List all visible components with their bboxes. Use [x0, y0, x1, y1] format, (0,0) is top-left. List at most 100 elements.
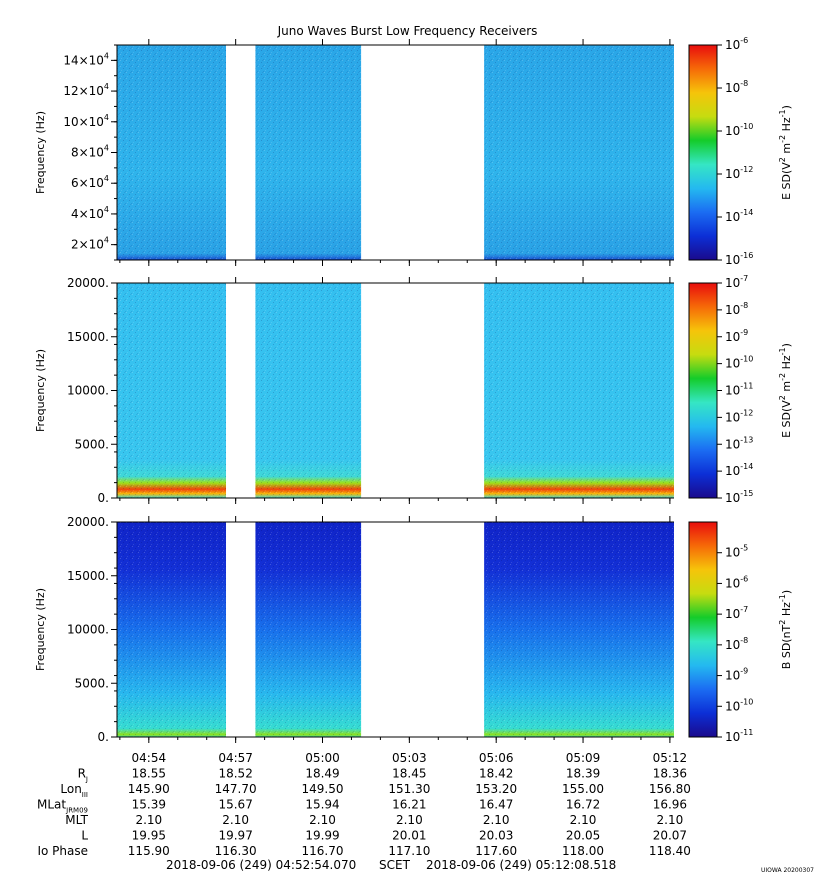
colorbar-tick-label: 10-14 — [725, 462, 753, 478]
colorbar-tick-label: 10-12 — [725, 165, 753, 181]
y-tick-label: 5000. — [75, 437, 109, 451]
credit-label: UIOWA 20200307 — [761, 867, 814, 874]
colorbar-tick-label: 10-6 — [725, 36, 748, 52]
ephemeris-value: 2.10 — [396, 813, 423, 827]
spectrogram-texture — [117, 522, 227, 737]
ephemeris-value: 19.99 — [305, 829, 339, 843]
ephemeris-value: 18.39 — [566, 767, 600, 781]
x-tick-label: 05:00 — [305, 751, 340, 765]
ephemeris-value: 116.30 — [215, 844, 257, 858]
colorbar-label: B SD(nT2 Hz-1) — [778, 590, 793, 669]
spectrogram-texture — [484, 283, 674, 498]
ephemeris-value: 145.90 — [128, 782, 170, 796]
ephemeris-value: 147.70 — [215, 782, 257, 796]
ephemeris-value: 20.03 — [479, 829, 513, 843]
spectrogram-panels: 2×104 4×104 6×104 8×104 10×104 12×104 14×104 Fr… — [34, 39, 674, 744]
spectrogram-texture — [255, 283, 362, 498]
colorbar-tick-label: 10-6 — [725, 574, 748, 590]
ephemeris-row-label: LonIII — [60, 782, 88, 799]
y-tick-label: 20000. — [67, 276, 109, 290]
ephemeris-value: 15.67 — [218, 798, 252, 812]
ephemeris-value: 155.00 — [562, 782, 604, 796]
ephemeris-value: 18.36 — [653, 767, 687, 781]
ephemeris-value: 118.00 — [562, 844, 604, 858]
ephemeris-value: 2.10 — [309, 813, 336, 827]
y-axis-label: Frequency (Hz) — [34, 349, 47, 432]
ephemeris-value: 118.40 — [649, 844, 691, 858]
x-tick-label: 04:54 — [132, 751, 167, 765]
colorbar — [688, 282, 718, 499]
y-axis-label: Frequency (Hz) — [34, 588, 47, 671]
ephemeris-value: 18.49 — [305, 767, 339, 781]
start-time-label: 2018-09-06 (249) 04:52:54.070 — [166, 858, 356, 872]
ephemeris-value: 2.10 — [222, 813, 249, 827]
colorbar — [688, 44, 718, 261]
colorbar-tick-label: 10-14 — [725, 208, 753, 224]
ephemeris-value: 18.45 — [392, 767, 426, 781]
x-tick-label: 04:57 — [218, 751, 253, 765]
ephemeris-value: 20.07 — [653, 829, 687, 843]
end-time-label: 2018-09-06 (249) 05:12:08.518 — [426, 858, 616, 872]
spectrogram-texture — [117, 283, 227, 498]
ephemeris-value: 18.52 — [218, 767, 252, 781]
spectrogram-texture — [484, 522, 674, 737]
y-tick-label: 12×104 — [63, 82, 109, 98]
ephemeris-value: 153.20 — [475, 782, 517, 796]
ephemeris-row-label: L — [81, 829, 88, 843]
colorbar-tick-label: 10-5 — [725, 544, 748, 560]
ephemeris-value: 2.10 — [483, 813, 510, 827]
ephemeris-value: 156.80 — [649, 782, 691, 796]
ephemeris-value: 16.72 — [566, 798, 600, 812]
y-tick-label: 15000. — [67, 569, 109, 583]
colorbar-label: E SD(V2 m-2 Hz-1) — [778, 343, 793, 438]
ephemeris-row-label: MLatJRM09 — [37, 798, 88, 815]
ephemeris-value: 149.50 — [302, 782, 344, 796]
y-tick-label: 0. — [98, 491, 109, 505]
y-tick-label: 5000. — [75, 676, 109, 690]
colorbar-tick-label: 10-9 — [725, 328, 748, 344]
ephemeris-value: 117.10 — [388, 844, 430, 858]
y-tick-label: 10000. — [67, 384, 109, 398]
y-tick-label: 10×104 — [63, 113, 109, 129]
y-tick-label: 8×104 — [71, 144, 109, 160]
ephemeris-value: 16.96 — [653, 798, 687, 812]
footer: 2018-09-06 (249) 04:52:54.070 SCET 2018-09… — [166, 858, 814, 874]
chart-title: Juno Waves Burst Low Frequency Receivers — [277, 24, 538, 38]
colorbar-tick-label: 10-16 — [725, 251, 753, 267]
colorbar-tick-label: 10-9 — [725, 667, 748, 683]
colorbar-tick-label: 10-10 — [725, 355, 753, 371]
ephemeris-value: 116.70 — [302, 844, 344, 858]
colorbar-tick-label: 10-11 — [725, 382, 753, 398]
ephemeris-value: 115.90 — [128, 844, 170, 858]
ephemeris-value: 19.95 — [132, 829, 166, 843]
x-tick-label: 05:12 — [653, 751, 688, 765]
colorbar-tick-label: 10-8 — [725, 301, 748, 317]
spectrogram-texture — [255, 45, 362, 260]
colorbar-tick-label: 10-10 — [725, 122, 753, 138]
colorbar-tick-label: 10-8 — [725, 79, 748, 95]
ephemeris-value: 18.55 — [132, 767, 166, 781]
y-tick-label: 14×104 — [63, 51, 109, 67]
y-tick-label: 10000. — [67, 623, 109, 637]
y-tick-label: 2×104 — [71, 236, 109, 252]
ephemeris-value: 15.39 — [132, 798, 166, 812]
x-tick-label: 05:09 — [566, 751, 601, 765]
ephemeris-value: 16.47 — [479, 798, 513, 812]
colorbar-tick-label: 10-11 — [725, 728, 753, 744]
spectrogram-texture — [255, 522, 362, 737]
x-tick-label: 05:03 — [392, 751, 427, 765]
scet-label: SCET — [379, 858, 411, 872]
ephemeris-value: 20.01 — [392, 829, 426, 843]
colorbar-label: E SD(V2 m-2 Hz-1) — [778, 105, 793, 200]
spectrogram-texture — [117, 45, 227, 260]
ephemeris-value: 20.05 — [566, 829, 600, 843]
ephemeris-value: 2.10 — [135, 813, 162, 827]
ephemeris-value: 16.21 — [392, 798, 426, 812]
spectrogram-texture — [484, 45, 674, 260]
ephemeris-value: 117.60 — [475, 844, 517, 858]
colorbar-tick-label: 10-15 — [725, 489, 753, 505]
ephemeris-row-label: MLT — [65, 813, 88, 827]
y-tick-label: 6×104 — [71, 174, 109, 190]
ephemeris-value: 2.10 — [570, 813, 597, 827]
colorbar-tick-label: 10-7 — [725, 274, 748, 290]
